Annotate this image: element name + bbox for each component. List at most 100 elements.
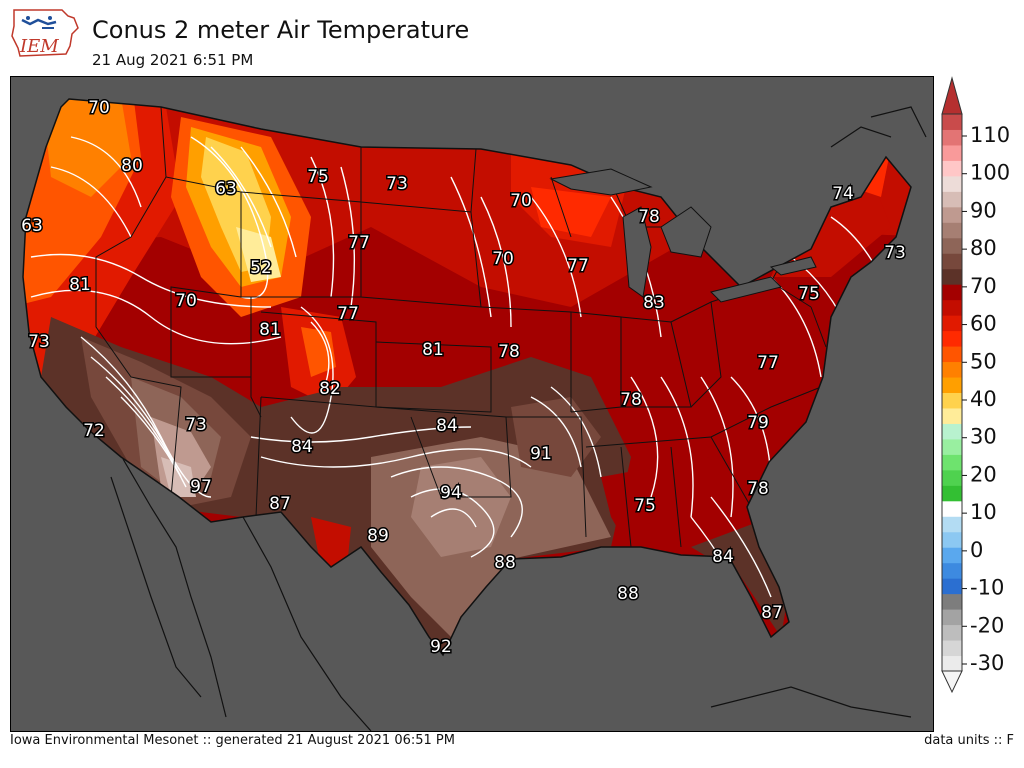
temp-label: 63 (21, 216, 43, 236)
colorbar-swatch (942, 160, 962, 177)
temp-label: 79 (747, 413, 769, 433)
colorbar-swatch (942, 206, 962, 223)
colorbar-swatch (942, 516, 962, 533)
colorbar-swatch (942, 361, 962, 378)
colorbar-swatch (942, 469, 962, 486)
temp-label: 84 (712, 547, 734, 567)
temp-label: 73 (386, 174, 408, 194)
colorbar-swatch (942, 175, 962, 192)
temp-label: 78 (747, 479, 769, 499)
colorbar-swatch (942, 144, 962, 161)
temp-label: 92 (430, 637, 452, 657)
temp-label: 88 (617, 584, 639, 604)
great-lakes (549, 168, 817, 303)
temp-label: 77 (567, 256, 589, 276)
colorbar-tick-label: 60 (970, 312, 997, 336)
colorbar-tick-label: 80 (970, 236, 997, 260)
colorbar-tick-label: 70 (970, 274, 997, 298)
temp-label: 72 (83, 421, 105, 441)
colorbar-swatch (942, 346, 962, 363)
temp-label: 70 (492, 249, 514, 269)
temp-label: 70 (510, 191, 532, 211)
colorbar-swatch (942, 531, 962, 548)
temp-label: 88 (494, 553, 516, 573)
colorbar-swatch (942, 547, 962, 564)
temp-label: 75 (798, 284, 820, 304)
colorbar-swatch (942, 330, 962, 347)
colorbar-swatch (942, 407, 962, 424)
temperature-map: 70 80 63 81 73 72 63 75 52 70 81 73 97 8… (10, 76, 934, 732)
mexico-outline (122, 458, 372, 731)
colorbar-swatch (942, 191, 962, 208)
temp-label: 97 (190, 477, 212, 497)
colorbar-swatch (942, 222, 962, 239)
temperature-labels: 70 80 63 81 73 72 63 75 52 70 81 73 97 8… (20, 97, 908, 659)
colorbar-swatch (942, 640, 962, 657)
temp-label: 82 (319, 379, 341, 399)
colorbar-swatch (942, 299, 962, 316)
temp-label: 63 (215, 179, 237, 199)
temp-label: 74 (832, 184, 854, 204)
colorbar-swatch (942, 624, 962, 641)
temp-label: 84 (436, 416, 458, 436)
logo-text: IEM (19, 36, 59, 57)
temp-label: 81 (69, 275, 91, 295)
colorbar-tick-label: 10 (970, 500, 997, 524)
iem-logo: IEM (11, 9, 79, 57)
colorbar-swatch (942, 392, 962, 409)
colorbar-swatch (942, 562, 962, 579)
colorbar-tick-label: 100 (970, 161, 1010, 185)
colorbar-tick-label: 90 (970, 198, 997, 222)
colorbar-swatch (942, 485, 962, 502)
colorbar-swatch (942, 578, 962, 595)
temp-label: 94 (440, 483, 462, 503)
canada-islands (710, 106, 927, 718)
page-subtitle: 21 Aug 2021 6:51 PM (92, 51, 254, 69)
colorbar-swatch (942, 423, 962, 440)
colorbar-swatch (942, 609, 962, 626)
temp-label: 77 (757, 353, 779, 373)
temp-label: 78 (620, 390, 642, 410)
temp-label: 52 (250, 258, 272, 278)
temp-label: 78 (498, 342, 520, 362)
temp-label: 84 (291, 437, 313, 457)
colorbar-swatch (942, 129, 962, 146)
footer-attribution: Iowa Environmental Mesonet :: generated … (10, 733, 455, 748)
footer-units: data units :: F (924, 733, 1014, 748)
temp-label: 73 (884, 243, 906, 263)
colorbar-min-arrow (941, 670, 963, 694)
colorbar-tick-label: -30 (970, 651, 1004, 675)
temp-label: 73 (28, 332, 50, 352)
temp-label: 87 (761, 603, 783, 623)
temp-label: 73 (185, 415, 207, 435)
colorbar-tick-label: 50 (970, 349, 997, 373)
state-boundaries (95, 106, 832, 548)
colorbar-swatch (942, 593, 962, 610)
colorbar-swatch (942, 114, 962, 130)
temp-label: 75 (634, 496, 656, 516)
colorbar-swatch (942, 284, 962, 301)
temp-label: 87 (269, 494, 291, 514)
temp-label: 75 (307, 167, 329, 187)
colorbar-tick-label: 0 (970, 538, 983, 562)
colorbar-tick-label: 30 (970, 425, 997, 449)
colorbar-tick-label: -20 (970, 613, 1004, 637)
temp-label: 77 (348, 233, 370, 253)
baja-outline (110, 476, 202, 698)
colorbar-swatch (942, 655, 962, 672)
temp-label: 80 (121, 156, 143, 176)
colorbar-swatch (942, 454, 962, 471)
colorbar-frame (941, 113, 963, 672)
page-title: Conus 2 meter Air Temperature (92, 16, 470, 44)
colorbar-swatch (942, 315, 962, 332)
temp-label: 70 (175, 291, 197, 311)
colorbar-tick-label: -10 (970, 576, 1004, 600)
colorbar-swatch (942, 377, 962, 393)
temp-label: 83 (643, 293, 665, 313)
temp-label: 78 (638, 207, 660, 227)
colorbar-tick-label: 40 (970, 387, 997, 411)
temp-label: 89 (367, 526, 389, 546)
colorbar-swatch (942, 500, 962, 517)
temp-label: 81 (422, 340, 444, 360)
